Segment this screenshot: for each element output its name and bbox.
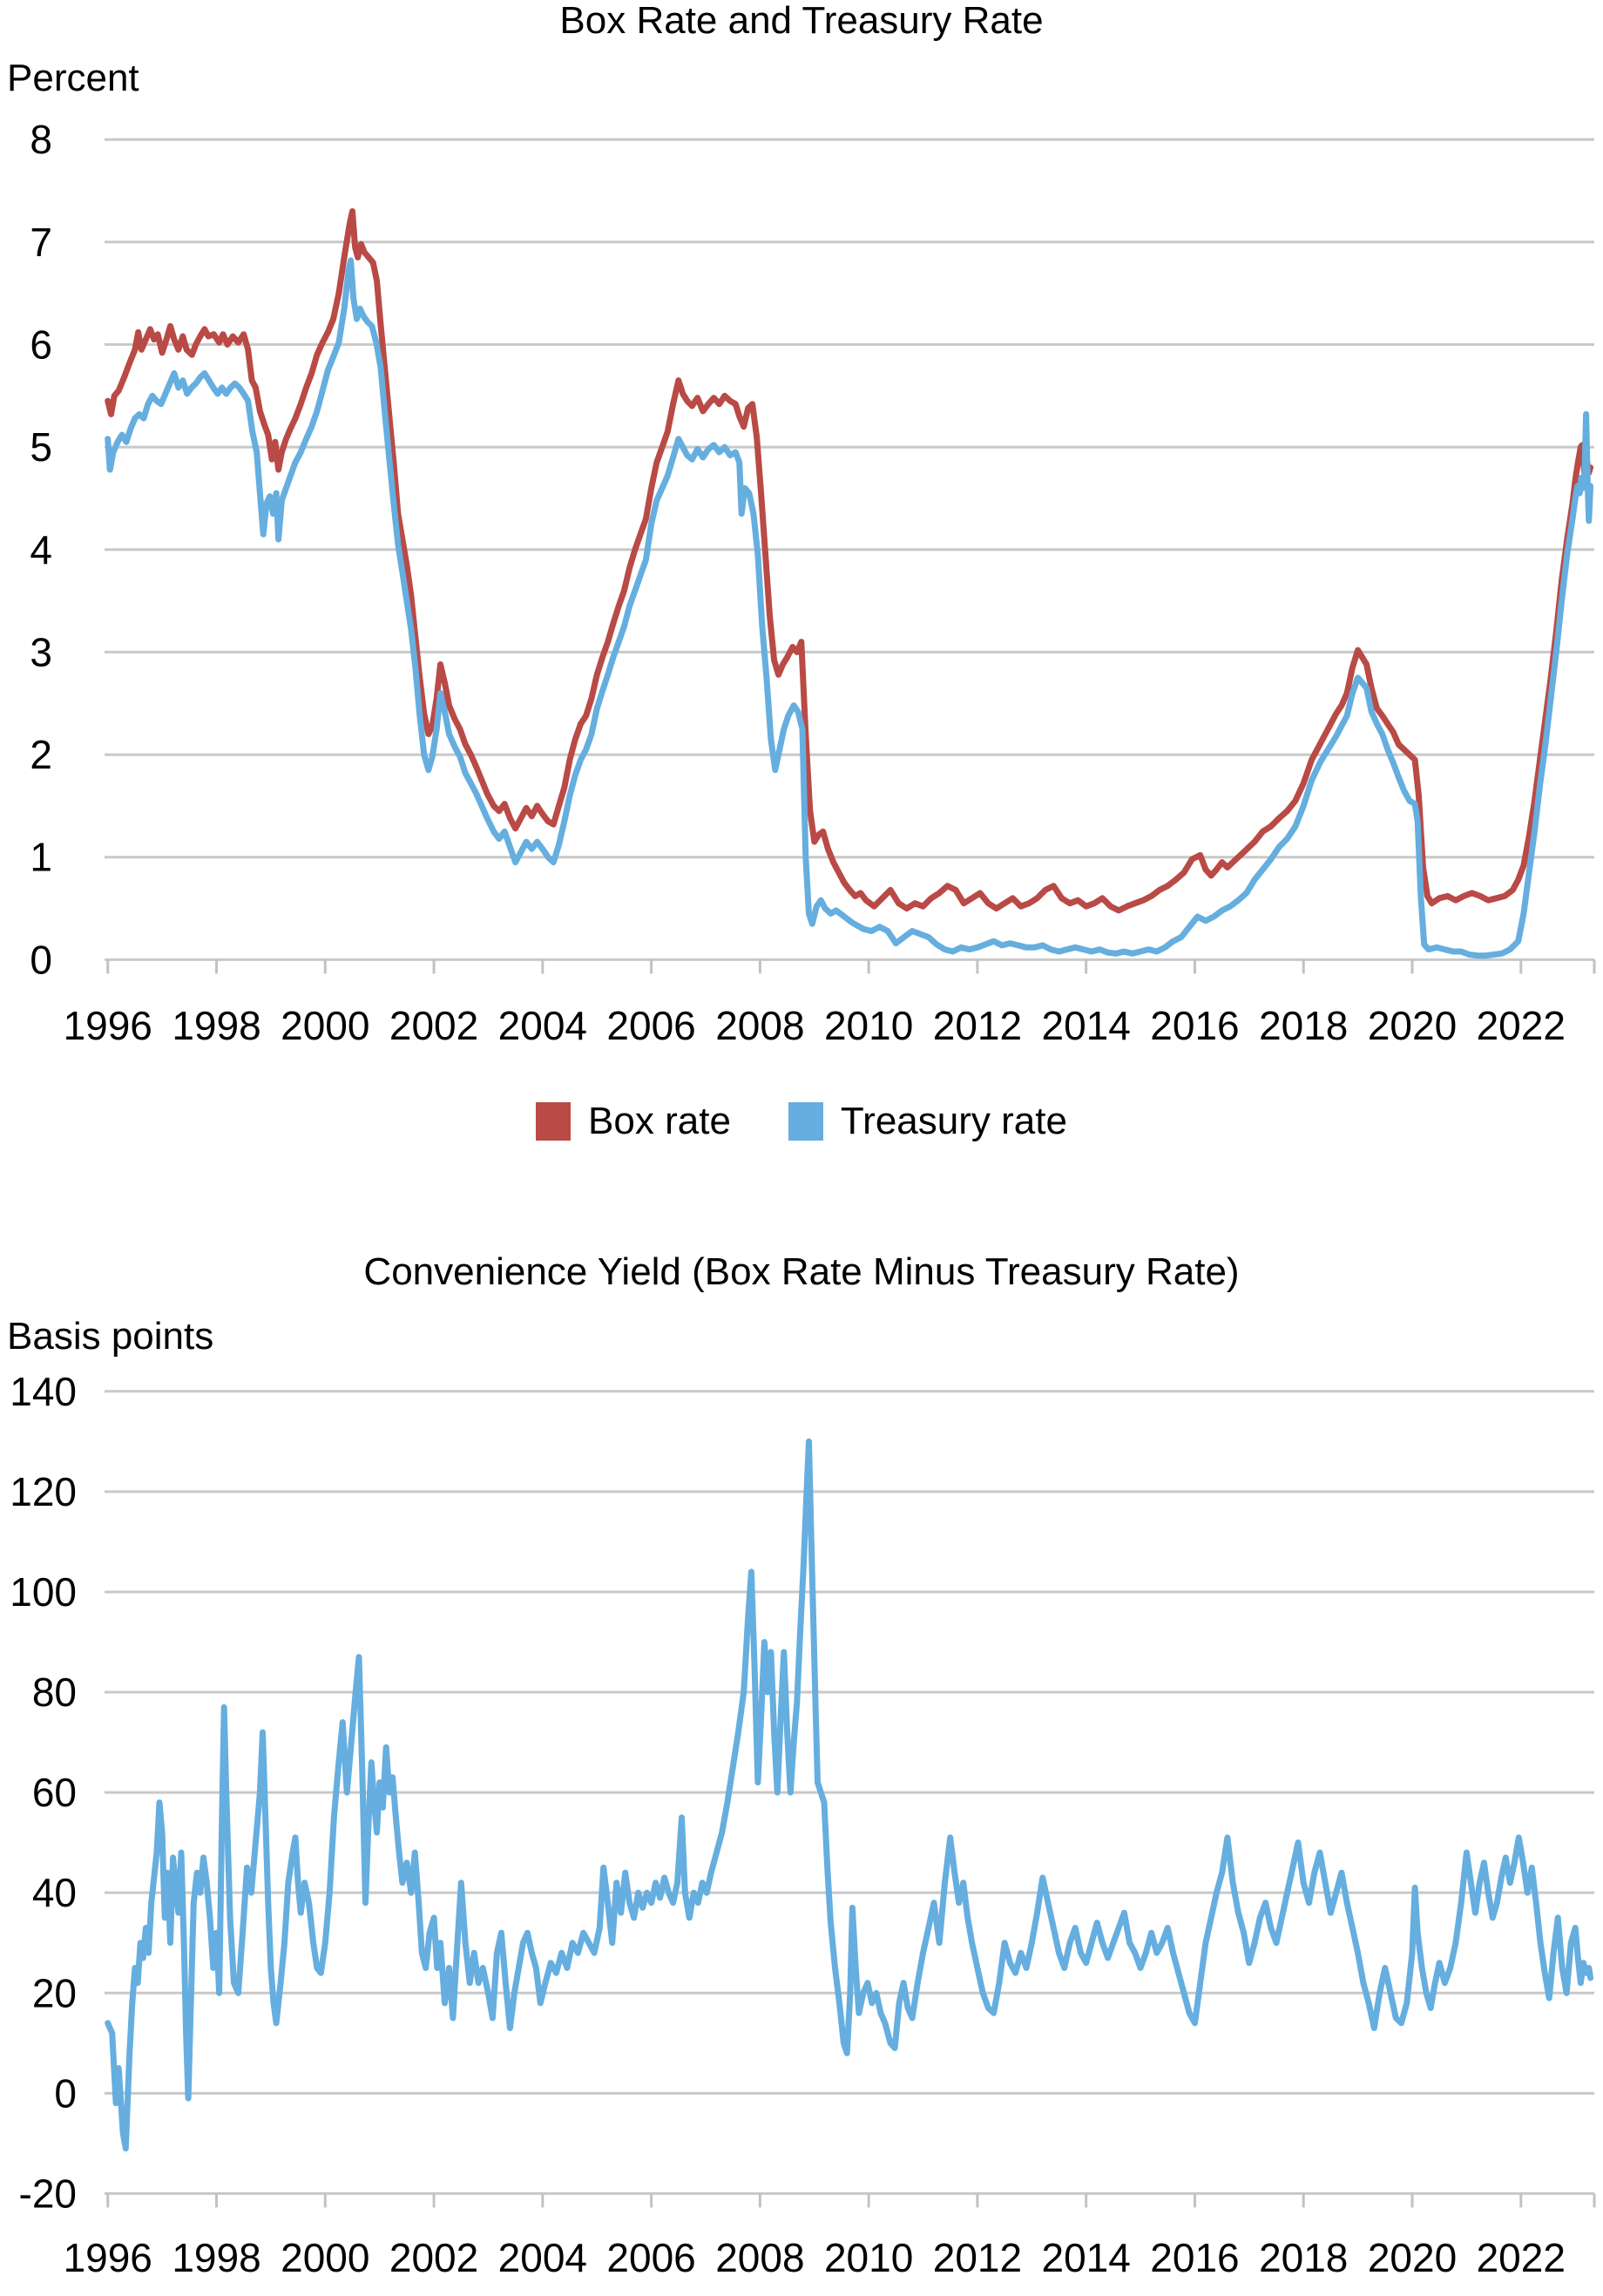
x-tick-label: 2016: [1150, 2235, 1239, 2280]
x-tick-label: 2022: [1477, 1003, 1566, 1048]
chart2-y-axis-unit: Basis points: [7, 1315, 214, 1358]
chart1-legend: Box rate Treasury rate: [0, 1100, 1603, 1143]
x-tick-label: 2000: [281, 2235, 369, 2280]
x-tick-label: 1998: [172, 2235, 260, 2280]
series-line-convenience-yield: [105, 1438, 1594, 2152]
chart2-title: Convenience Yield (Box Rate Minus Treasu…: [363, 1250, 1240, 1293]
y-tick-label: 20: [32, 1970, 77, 2015]
x-tick-label: 2006: [606, 1003, 695, 1048]
x-tick-label: 2012: [933, 1003, 1022, 1048]
y-tick-label: 0: [30, 937, 52, 982]
chart1-y-axis-unit: Percent: [7, 57, 139, 99]
x-tick-label: 2004: [498, 1003, 587, 1048]
x-tick-label: 2010: [824, 2235, 913, 2280]
y-tick-label: 6: [30, 322, 52, 367]
y-tick-label: 4: [30, 527, 52, 572]
y-tick-label: 2: [30, 732, 52, 777]
series-line-box-rate: [105, 208, 1594, 914]
x-tick-label: 2006: [606, 2235, 695, 2280]
x-tick-label: 2020: [1368, 2235, 1457, 2280]
y-tick-label: 1: [30, 835, 52, 880]
x-tick-label: 1998: [172, 1003, 260, 1048]
x-tick-label: 2018: [1259, 2235, 1348, 2280]
x-tick-label: 1996: [64, 1003, 152, 1048]
y-tick-label: 7: [30, 220, 52, 265]
x-tick-label: 2018: [1259, 1003, 1348, 1048]
treasury-rate-legend-swatch: [788, 1102, 823, 1141]
x-tick-label: 2012: [933, 2235, 1022, 2280]
x-tick-label: 2000: [281, 1003, 369, 1048]
x-tick-label: 2010: [824, 1003, 913, 1048]
chart1-title: Box Rate and Treasury Rate: [559, 0, 1044, 42]
y-tick-label: 140: [10, 1369, 77, 1414]
x-tick-label: 2022: [1477, 2235, 1566, 2280]
x-tick-label: 2004: [498, 2235, 587, 2280]
y-tick-label: 0: [54, 2070, 77, 2116]
y-tick-label: -20: [19, 2171, 77, 2216]
x-tick-label: 2008: [715, 1003, 804, 1048]
x-tick-label: 2002: [389, 2235, 478, 2280]
y-tick-label: 40: [32, 1870, 77, 1915]
x-tick-label: 2014: [1042, 1003, 1131, 1048]
x-tick-label: 2002: [389, 1003, 478, 1048]
y-tick-label: 100: [10, 1569, 77, 1615]
box-rate-legend-label: Box rate: [588, 1100, 731, 1142]
x-tick-label: 1996: [64, 2235, 152, 2280]
y-tick-label: 8: [30, 117, 52, 162]
x-tick-label: 2020: [1368, 1003, 1457, 1048]
box-rate-legend-swatch: [536, 1102, 572, 1141]
y-tick-label: 120: [10, 1469, 77, 1514]
y-tick-label: 3: [30, 629, 52, 674]
series-line-treasury-rate: [105, 257, 1594, 959]
x-tick-label: 2014: [1042, 2235, 1131, 2280]
treasury-rate-legend-label: Treasury rate: [840, 1100, 1067, 1142]
x-tick-label: 2016: [1150, 1003, 1239, 1048]
y-tick-label: 5: [30, 424, 52, 470]
x-tick-label: 2008: [715, 2235, 804, 2280]
y-tick-label: 80: [32, 1670, 77, 1715]
y-tick-label: 60: [32, 1770, 77, 1815]
